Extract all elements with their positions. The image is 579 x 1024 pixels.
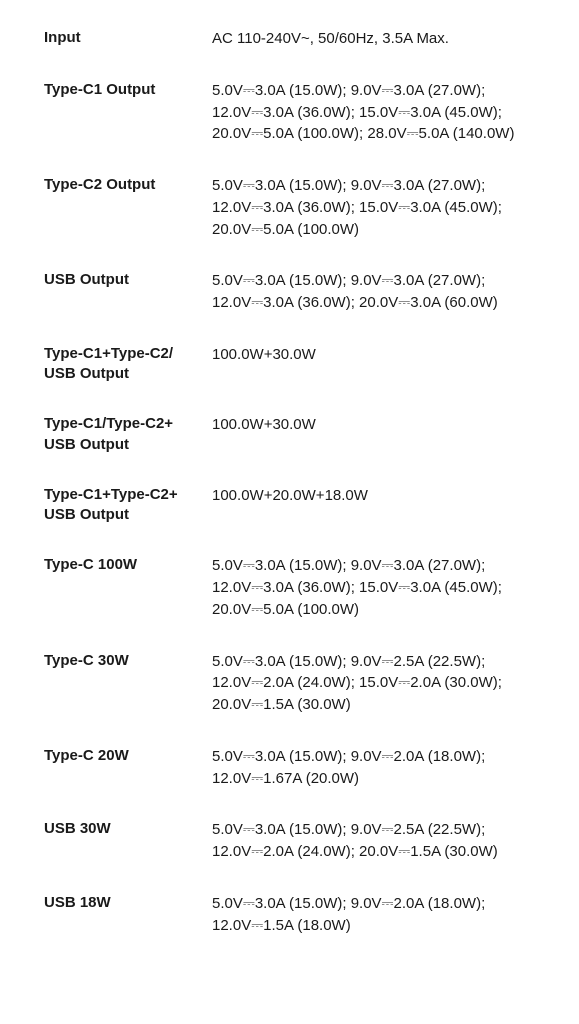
spec-row: USB 18W 5.0V⎓3.0A (15.0W); 9.0V⎓2.0A (18… — [44, 893, 535, 937]
spec-label: Type-C 30W — [44, 651, 212, 671]
spec-row: USB 30W 5.0V⎓3.0A (15.0W); 9.0V⎓2.5A (22… — [44, 819, 535, 863]
spec-value: 100.0W+30.0W — [212, 344, 535, 366]
spec-label: Input — [44, 28, 212, 48]
spec-label: USB Output — [44, 270, 212, 290]
spec-value: 5.0V⎓3.0A (15.0W); 9.0V⎓3.0A (27.0W); 12… — [212, 175, 535, 240]
spec-row: Type-C 20W 5.0V⎓3.0A (15.0W); 9.0V⎓2.0A … — [44, 746, 535, 790]
spec-row: Type-C 100W 5.0V⎓3.0A (15.0W); 9.0V⎓3.0A… — [44, 555, 535, 620]
spec-value: AC 110-240V~, 50/60Hz, 3.5A Max. — [212, 28, 535, 50]
spec-table: Input AC 110-240V~, 50/60Hz, 3.5A Max. T… — [0, 0, 579, 964]
spec-value: 5.0V⎓3.0A (15.0W); 9.0V⎓3.0A (27.0W); 12… — [212, 80, 535, 145]
spec-value: 5.0V⎓3.0A (15.0W); 9.0V⎓3.0A (27.0W); 12… — [212, 270, 535, 314]
spec-value: 5.0V⎓3.0A (15.0W); 9.0V⎓2.5A (22.5W); 12… — [212, 819, 535, 863]
spec-value: 5.0V⎓3.0A (15.0W); 9.0V⎓2.5A (22.5W); 12… — [212, 651, 535, 716]
spec-row: Input AC 110-240V~, 50/60Hz, 3.5A Max. — [44, 28, 535, 50]
spec-row: Type-C 30W 5.0V⎓3.0A (15.0W); 9.0V⎓2.5A … — [44, 651, 535, 716]
spec-label: Type-C 100W — [44, 555, 212, 575]
spec-value: 100.0W+20.0W+18.0W — [212, 485, 535, 507]
spec-label: Type-C1+Type-C2/ USB Output — [44, 344, 212, 385]
spec-row: USB Output 5.0V⎓3.0A (15.0W); 9.0V⎓3.0A … — [44, 270, 535, 314]
spec-label: Type-C1 Output — [44, 80, 212, 100]
spec-row: Type-C1 Output 5.0V⎓3.0A (15.0W); 9.0V⎓3… — [44, 80, 535, 145]
spec-label: USB 30W — [44, 819, 212, 839]
spec-row: Type-C2 Output 5.0V⎓3.0A (15.0W); 9.0V⎓3… — [44, 175, 535, 240]
spec-value: 5.0V⎓3.0A (15.0W); 9.0V⎓2.0A (18.0W); 12… — [212, 893, 535, 937]
spec-value: 5.0V⎓3.0A (15.0W); 9.0V⎓3.0A (27.0W); 12… — [212, 555, 535, 620]
spec-row: Type-C1+Type-C2/ USB Output 100.0W+30.0W — [44, 344, 535, 385]
spec-label: Type-C1+Type-C2+ USB Output — [44, 485, 212, 526]
spec-label: Type-C1/Type-C2+ USB Output — [44, 414, 212, 455]
spec-label: Type-C2 Output — [44, 175, 212, 195]
spec-value: 100.0W+30.0W — [212, 414, 535, 436]
spec-label: Type-C 20W — [44, 746, 212, 766]
spec-value: 5.0V⎓3.0A (15.0W); 9.0V⎓2.0A (18.0W); 12… — [212, 746, 535, 790]
spec-label: USB 18W — [44, 893, 212, 913]
spec-row: Type-C1+Type-C2+ USB Output 100.0W+20.0W… — [44, 485, 535, 526]
spec-row: Type-C1/Type-C2+ USB Output 100.0W+30.0W — [44, 414, 535, 455]
